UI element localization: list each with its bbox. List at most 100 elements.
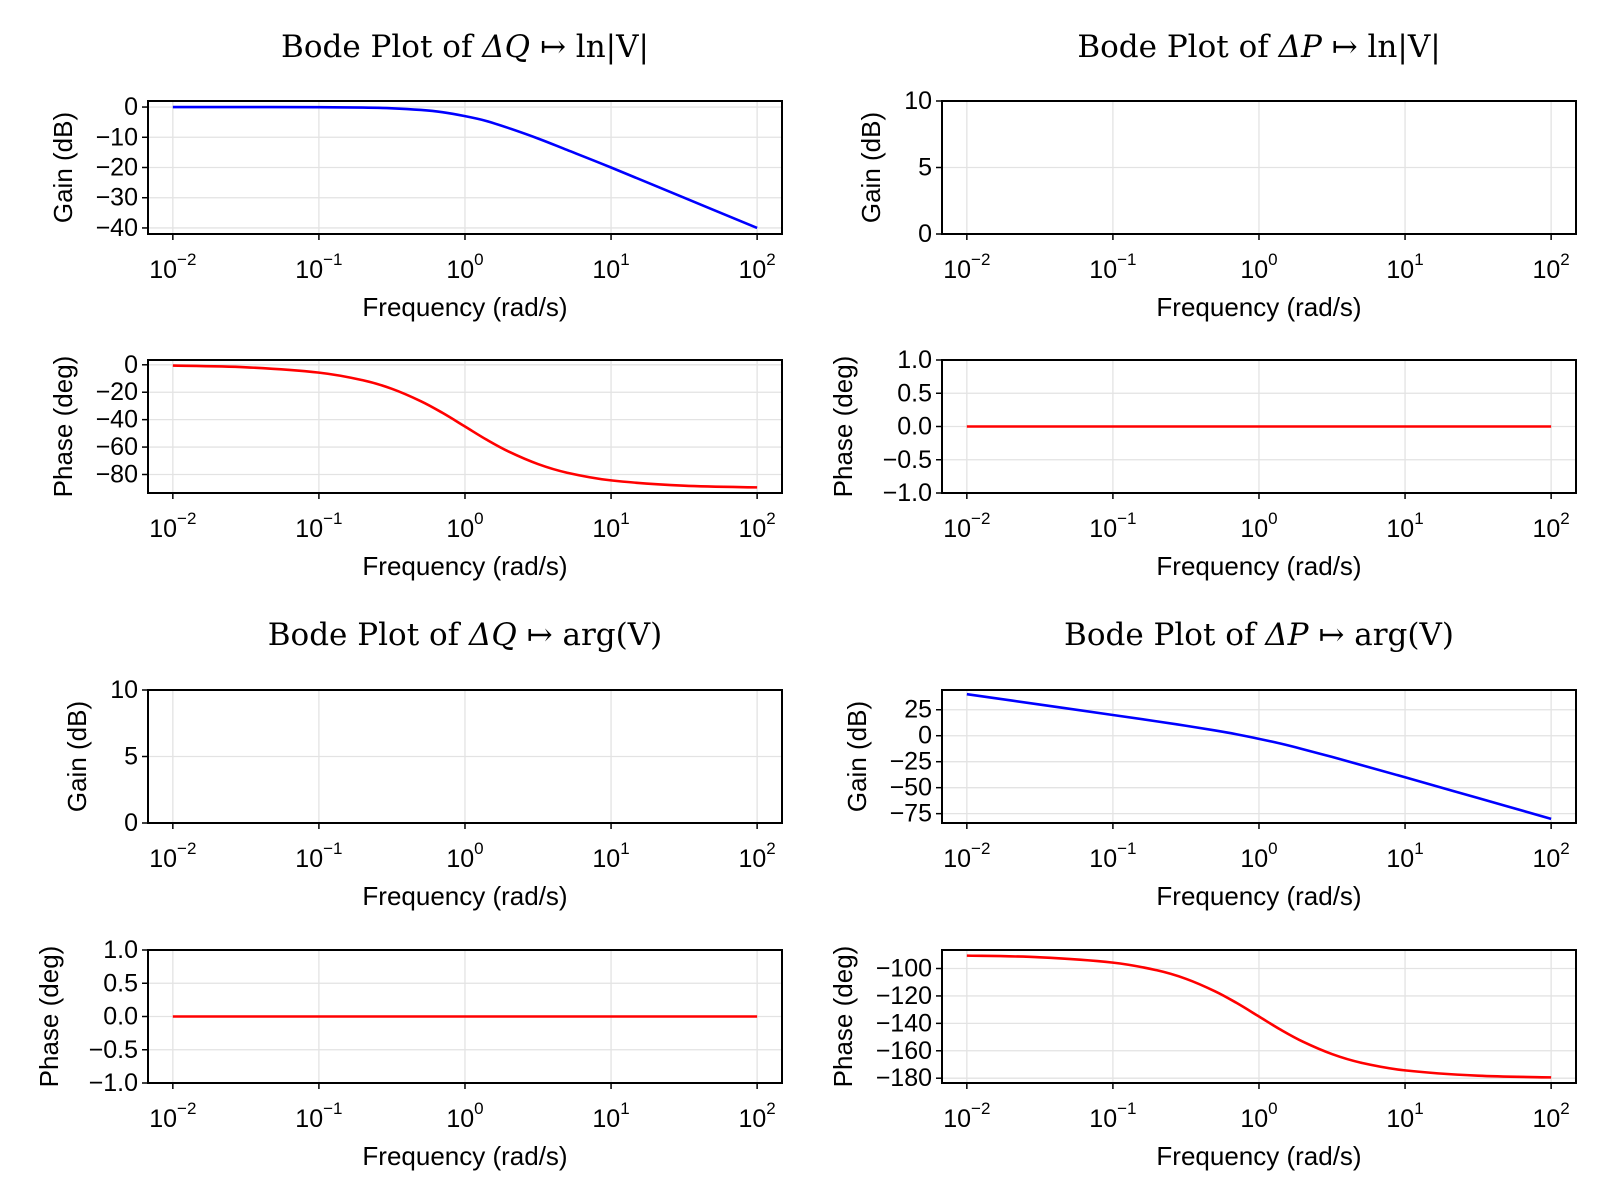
chart-title-arrow: ↦ — [517, 617, 563, 653]
x-tick-label-exponent: 1 — [620, 1099, 629, 1118]
x-tick-label: 10−1 — [1089, 250, 1136, 284]
x-tick-label: 102 — [1532, 1099, 1569, 1133]
y-tick-label: 0.5 — [103, 969, 138, 997]
x-tick-label-base: 10 — [738, 515, 766, 543]
x-tick-label-exponent: 1 — [620, 250, 629, 269]
x-tick-label-base: 10 — [295, 515, 323, 543]
x-tick-label: 100 — [446, 509, 483, 543]
y-tick-label: 5 — [124, 743, 138, 771]
y-tick-label: 5 — [918, 154, 932, 182]
y-tick-label: 0 — [124, 809, 138, 837]
y-tick-label: 0.5 — [897, 379, 932, 407]
x-tick-label-exponent: 1 — [1414, 509, 1423, 528]
phase-line — [966, 954, 1552, 1079]
y-axis-label: Phase (deg) — [34, 946, 64, 1088]
x-tick-label: 10−1 — [295, 509, 342, 543]
x-tick-label: 10−2 — [149, 1099, 196, 1133]
y-axis-label: Phase (deg) — [48, 356, 78, 498]
y-tick-label: −140 — [876, 1009, 932, 1037]
x-tick-label-exponent: 2 — [1560, 509, 1569, 528]
x-tick-label-base: 10 — [1240, 515, 1268, 543]
x-tick-label-base: 10 — [295, 256, 323, 284]
x-tick-label-base: 10 — [1532, 845, 1560, 873]
x-tick-label-base: 10 — [446, 845, 474, 873]
phase-panel: 10−2 10−1 100 101 1020−20−40−60−80Frequency … — [48, 351, 783, 581]
chart-title-output: ln|V| — [576, 29, 649, 65]
x-tick-label-base: 10 — [295, 845, 323, 873]
y-tick-label: −20 — [96, 154, 138, 182]
x-tick-label-exponent: 0 — [1268, 839, 1277, 858]
chart-title: Bode Plot of ΔP ↦ arg(V) — [1064, 617, 1454, 653]
x-tick-label-base: 10 — [1386, 845, 1414, 873]
x-tick-label-exponent: 2 — [1560, 839, 1569, 858]
x-axis-label: Frequency (rad/s) — [362, 551, 567, 581]
x-axis-label: Frequency (rad/s) — [1156, 292, 1361, 322]
x-tick-label-base: 10 — [943, 845, 971, 873]
x-tick-label: 101 — [592, 509, 629, 543]
y-tick-label: 0 — [124, 351, 138, 379]
bode-plot-4: Bode Plot of ΔP ↦ arg(V)10−2 10−1 100 101 10… — [828, 617, 1577, 1171]
x-axis-label: Frequency (rad/s) — [362, 292, 567, 322]
y-tick-label: −0.5 — [883, 446, 932, 474]
x-tick-label-base: 10 — [738, 845, 766, 873]
chart-title-input: ΔP — [1278, 29, 1323, 65]
x-tick-label-base: 10 — [1089, 256, 1117, 284]
x-tick-label: 10−2 — [149, 250, 196, 284]
x-tick-label-base: 10 — [1240, 1105, 1268, 1133]
y-tick-label: −50 — [890, 774, 932, 802]
x-tick-label-base: 10 — [592, 1105, 620, 1133]
x-tick-label-exponent: −1 — [323, 250, 342, 269]
x-tick-label-exponent: 1 — [620, 839, 629, 858]
x-tick-label-exponent: −2 — [971, 509, 990, 528]
chart-title: Bode Plot of ΔP ↦ ln|V| — [1077, 29, 1440, 65]
bode-plot-1: Bode Plot of ΔQ ↦ ln|V|10−2 10−1 100 101 102… — [48, 29, 783, 581]
y-tick-label: −0.5 — [89, 1036, 138, 1064]
x-tick-label: 100 — [1240, 839, 1277, 873]
x-tick-label-exponent: −1 — [323, 1099, 342, 1118]
x-tick-label-exponent: 2 — [1560, 250, 1569, 269]
x-tick-label-base: 10 — [149, 256, 177, 284]
chart-title-input: ΔQ — [481, 29, 530, 65]
y-tick-label: −40 — [96, 406, 138, 434]
x-tick-label-exponent: −2 — [971, 250, 990, 269]
phase-line — [172, 364, 758, 489]
x-tick-label: 10−1 — [295, 1099, 342, 1133]
x-tick-label: 100 — [1240, 250, 1277, 284]
x-tick-label: 101 — [1386, 1099, 1423, 1133]
y-tick-label: 25 — [904, 696, 932, 724]
chart-title-prefix: Bode Plot of — [1077, 29, 1278, 65]
phase-panel: 10−2 10−1 100 101 102−100−120−140−160−180Fre… — [828, 946, 1577, 1171]
y-tick-label: 1.0 — [103, 936, 138, 964]
x-tick-label-exponent: −2 — [971, 1099, 990, 1118]
chart-title-arrow: ↦ — [1309, 617, 1355, 653]
x-tick-label-exponent: 0 — [1268, 1099, 1277, 1118]
y-tick-label: 0.0 — [897, 413, 932, 441]
x-tick-label-base: 10 — [446, 1105, 474, 1133]
x-tick-label-exponent: 2 — [766, 1099, 775, 1118]
x-tick-label-base: 10 — [592, 515, 620, 543]
x-tick-label: 101 — [592, 1099, 629, 1133]
x-tick-label: 10−2 — [943, 250, 990, 284]
x-tick-label: 10−1 — [1089, 1099, 1136, 1133]
x-tick-label-base: 10 — [943, 515, 971, 543]
x-tick-label: 102 — [738, 250, 775, 284]
x-tick-label-exponent: 1 — [1414, 1099, 1423, 1118]
x-tick-label-exponent: −2 — [177, 509, 196, 528]
x-tick-label-exponent: −2 — [177, 250, 196, 269]
y-tick-label: −80 — [96, 460, 138, 488]
x-tick-label-base: 10 — [943, 256, 971, 284]
y-axis-label: Gain (dB) — [48, 112, 78, 223]
x-tick-label-exponent: 2 — [1560, 1099, 1569, 1118]
x-tick-label-exponent: 2 — [766, 250, 775, 269]
x-tick-label: 101 — [1386, 509, 1423, 543]
x-tick-label-base: 10 — [295, 1105, 323, 1133]
y-tick-label: −40 — [96, 214, 138, 242]
x-tick-label-exponent: 0 — [1268, 509, 1277, 528]
x-tick-label-exponent: −1 — [1117, 250, 1136, 269]
x-tick-label-exponent: 1 — [620, 509, 629, 528]
x-tick-label-base: 10 — [1089, 1105, 1117, 1133]
phase-panel: 10−2 10−1 100 101 1021.00.50.0−0.5−1.0Freque… — [828, 346, 1577, 581]
